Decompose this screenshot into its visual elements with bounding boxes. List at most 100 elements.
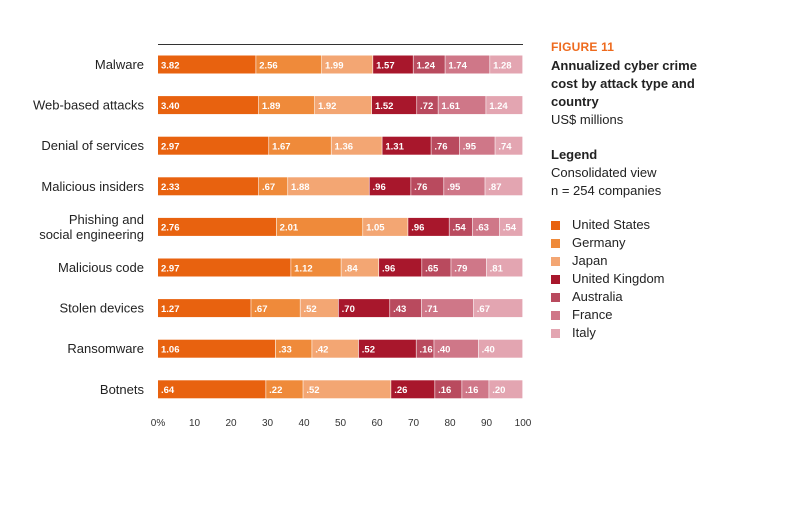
- legend-swatch-germany: [551, 239, 560, 248]
- category-label-malicious-insiders: Malicious insiders: [41, 179, 144, 194]
- value-label-botnets-germany: .22: [269, 385, 282, 396]
- legend-swatch-italy: [551, 329, 560, 338]
- figure-number: FIGURE 11: [551, 40, 615, 54]
- legend-item-united-kingdom: United Kingdom: [551, 270, 791, 288]
- legend-item-japan: Japan: [551, 252, 791, 270]
- value-label-malicious-insiders-australia: .76: [414, 182, 427, 193]
- value-label-ransomware-france: .40: [437, 345, 450, 356]
- bar-malicious-code-france: [451, 258, 487, 277]
- value-label-botnets-australia: .16: [438, 385, 451, 396]
- bar-web-based-attacks-united-kingdom: [371, 96, 417, 115]
- bar-phishing-and-social-engineering-australia: [449, 217, 473, 236]
- value-label-denial-of-services-united-kingdom: 1.31: [385, 142, 404, 153]
- value-label-phishing-and-social-engineering-australia: .54: [452, 223, 466, 234]
- bar-phishing-and-social-engineering-france: [472, 217, 500, 236]
- value-label-malicious-code-united-states: 2.97: [161, 263, 180, 274]
- value-label-denial-of-services-germany: 1.67: [272, 142, 291, 153]
- bar-ransomware-japan: [312, 339, 359, 358]
- value-label-malware-united-states: 3.82: [161, 60, 180, 71]
- value-label-phishing-and-social-engineering-united-states: 2.76: [161, 223, 180, 234]
- bar-ransomware-france: [434, 339, 479, 358]
- value-label-malware-germany: 2.56: [259, 60, 278, 71]
- x-tick-label-1: 10: [189, 418, 201, 429]
- bar-phishing-and-social-engineering-germany: [276, 217, 363, 236]
- bar-phishing-and-social-engineering-united-kingdom: [408, 217, 449, 236]
- value-label-ransomware-germany: .33: [279, 345, 292, 356]
- stacked-bar-chart: 3.82 2.56 1.99 1.57 1.24 1.74 1.28 3.40 1.89 1.92…: [33, 44, 532, 429]
- value-label-web-based-attacks-germany: 1.89: [262, 101, 281, 112]
- bar-malware-australia: [413, 55, 445, 74]
- figure-caption-panel: FIGURE 11 Annualized cyber crime cost by…: [551, 40, 791, 342]
- bar-ransomware-united-kingdom: [358, 339, 416, 358]
- bar-malicious-insiders-united-kingdom: [369, 177, 411, 196]
- bar-phishing-and-social-engineering-united-states: [158, 217, 277, 236]
- bar-denial-of-services-france: [459, 136, 495, 155]
- value-label-malicious-insiders-germany: .67: [262, 182, 275, 193]
- legend-item-united-states: United States: [551, 216, 791, 234]
- category-label-phishing-and-social-engineering: Phishing and social engineering: [39, 212, 144, 242]
- legend-item-france: France: [551, 306, 791, 324]
- legend-swatch-france: [551, 311, 560, 320]
- x-tick-label-2: 20: [225, 418, 237, 429]
- value-label-botnets-united-kingdom: .26: [394, 385, 407, 396]
- value-label-phishing-and-social-engineering-japan: 1.05: [366, 223, 385, 234]
- legend-label-united-states: United States: [572, 217, 651, 232]
- value-label-denial-of-services-france: .95: [463, 142, 477, 153]
- figure-title: Annualized cyber crime cost by attack ty…: [551, 58, 697, 109]
- value-label-denial-of-services-australia: .76: [434, 142, 447, 153]
- value-label-ransomware-united-states: 1.06: [161, 345, 180, 356]
- legend-swatch-australia: [551, 293, 560, 302]
- value-label-malicious-code-italy: .81: [490, 263, 504, 274]
- value-label-malicious-code-united-kingdom: .96: [382, 263, 395, 274]
- legend-label-united-kingdom: United Kingdom: [572, 271, 665, 286]
- bar-botnets-italy: [489, 380, 523, 399]
- category-label-stolen-devices: Stolen devices: [59, 301, 144, 316]
- bar-web-based-attacks-germany: [258, 96, 315, 115]
- bar-ransomware-italy: [478, 339, 523, 358]
- bar-stolen-devices-japan: [300, 299, 339, 318]
- bar-botnets-australia: [435, 380, 462, 399]
- legend-sample-note: n = 254 companies: [551, 183, 662, 198]
- bar-ransomware-australia: [416, 339, 434, 358]
- value-label-malicious-code-germany: 1.12: [294, 263, 313, 274]
- bar-malicious-insiders-italy: [485, 177, 523, 196]
- x-tick-label-4: 40: [298, 418, 310, 429]
- value-label-malicious-insiders-united-kingdom: .96: [373, 182, 386, 193]
- bar-malware-france: [445, 55, 490, 74]
- bar-malicious-insiders-germany: [259, 177, 288, 196]
- value-label-web-based-attacks-australia: .72: [420, 101, 433, 112]
- category-label-denial-of-services: Denial of services: [41, 138, 144, 153]
- legend-item-australia: Australia: [551, 288, 791, 306]
- bar-stolen-devices-united-kingdom: [338, 299, 390, 318]
- bar-denial-of-services-australia: [431, 136, 460, 155]
- bar-malicious-code-united-kingdom: [379, 258, 422, 277]
- bar-denial-of-services-japan: [331, 136, 382, 155]
- bar-malware-italy: [490, 55, 523, 74]
- bar-malicious-insiders-united-states: [158, 177, 259, 196]
- value-label-malicious-code-australia: .65: [425, 263, 439, 274]
- bar-malware-germany: [256, 55, 322, 74]
- legend-label-italy: Italy: [572, 325, 596, 340]
- x-tick-label-10: 100: [515, 418, 532, 429]
- legend-swatch-united-kingdom: [551, 275, 560, 284]
- value-label-malicious-code-france: .79: [454, 263, 467, 274]
- bar-botnets-japan: [303, 380, 391, 399]
- value-label-stolen-devices-france: .71: [425, 304, 439, 315]
- value-label-denial-of-services-japan: 1.36: [335, 142, 354, 153]
- bar-ransomware-germany: [275, 339, 312, 358]
- value-label-web-based-attacks-france: 1.61: [441, 101, 460, 112]
- bar-malicious-code-italy: [486, 258, 523, 277]
- value-label-malware-united-kingdom: 1.57: [376, 60, 395, 71]
- value-label-malware-australia: 1.24: [417, 60, 436, 71]
- legend-view-note: Consolidated view: [551, 165, 657, 180]
- bar-stolen-devices-italy: [473, 299, 523, 318]
- x-axis-ticks: 0% 10 20 30 40 50 60 70 80 90 100: [151, 418, 532, 429]
- legend-label-france: France: [572, 307, 613, 322]
- bar-ransomware-united-states: [158, 339, 275, 358]
- value-label-malicious-insiders-italy: .87: [488, 182, 501, 193]
- bar-web-based-attacks-italy: [486, 96, 523, 115]
- value-label-web-based-attacks-japan: 1.92: [318, 101, 337, 112]
- bars-group: 3.82 2.56 1.99 1.57 1.24 1.74 1.28 3.40 1.89 1.92…: [158, 55, 523, 399]
- value-label-ransomware-italy: .40: [482, 345, 495, 356]
- value-label-malicious-insiders-united-states: 2.33: [161, 182, 180, 193]
